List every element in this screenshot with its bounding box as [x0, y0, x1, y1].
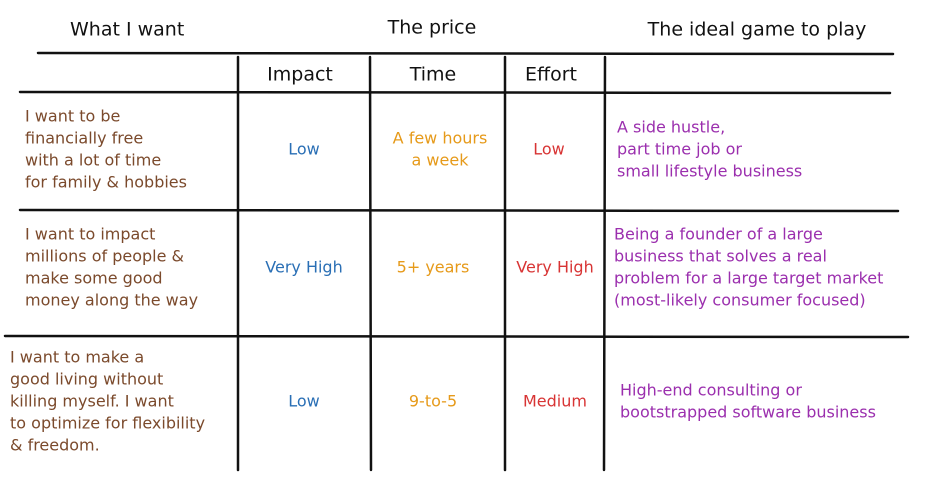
want-text: & freedom.: [10, 436, 100, 455]
table-lines: [3, 51, 910, 472]
impact-text: Very High: [265, 258, 342, 277]
effort-text: Very High: [516, 258, 593, 277]
time-text: a week: [412, 151, 470, 170]
game-text: bootstrapped software business: [620, 403, 876, 422]
time-text: 5+ years: [397, 258, 470, 277]
game-text: A side hustle,: [617, 118, 725, 137]
column-header: Time: [409, 64, 457, 86]
want-text: millions of people &: [25, 247, 184, 266]
column-rule: [368, 55, 373, 472]
time-text: 9-to-5: [409, 392, 457, 411]
time-text: A few hours: [393, 129, 488, 148]
column-rule: [602, 55, 607, 472]
game-text: business that solves a real: [614, 247, 827, 266]
impact-text: Low: [288, 140, 320, 159]
game-text: High-end consulting or: [620, 381, 802, 400]
group-header: The price: [387, 17, 477, 39]
rule: [18, 90, 892, 95]
game-text: (most-likely consumer focused): [614, 291, 866, 310]
want-text: to optimize for flexibility: [10, 414, 205, 433]
impact-text: Low: [288, 392, 320, 411]
game-text: small lifestyle business: [617, 162, 802, 181]
column-header: Effort: [525, 64, 577, 86]
want-text: financially free: [25, 129, 143, 148]
want-text: money along the way: [25, 291, 198, 310]
want-text: I want to be: [25, 107, 120, 126]
rule: [18, 208, 900, 213]
want-text: with a lot of time: [25, 151, 161, 170]
game-text: problem for a large target market: [614, 269, 883, 288]
want-text: for family & hobbies: [25, 173, 187, 192]
effort-text: Medium: [523, 392, 587, 411]
rule: [3, 334, 910, 339]
group-header: What I want: [70, 19, 184, 41]
want-text: good living without: [10, 370, 163, 389]
game-text: Being a founder of a large: [614, 225, 823, 244]
group-header: The ideal game to play: [647, 19, 867, 41]
want-text: make some good: [25, 269, 163, 288]
want-text: killing myself. I want: [10, 392, 174, 411]
game-text: part time job or: [617, 140, 742, 159]
rule: [36, 51, 895, 56]
effort-text: Low: [533, 140, 565, 159]
want-text: I want to make a: [10, 348, 144, 367]
want-text: I want to impact: [25, 225, 155, 244]
column-header: Impact: [267, 64, 333, 86]
